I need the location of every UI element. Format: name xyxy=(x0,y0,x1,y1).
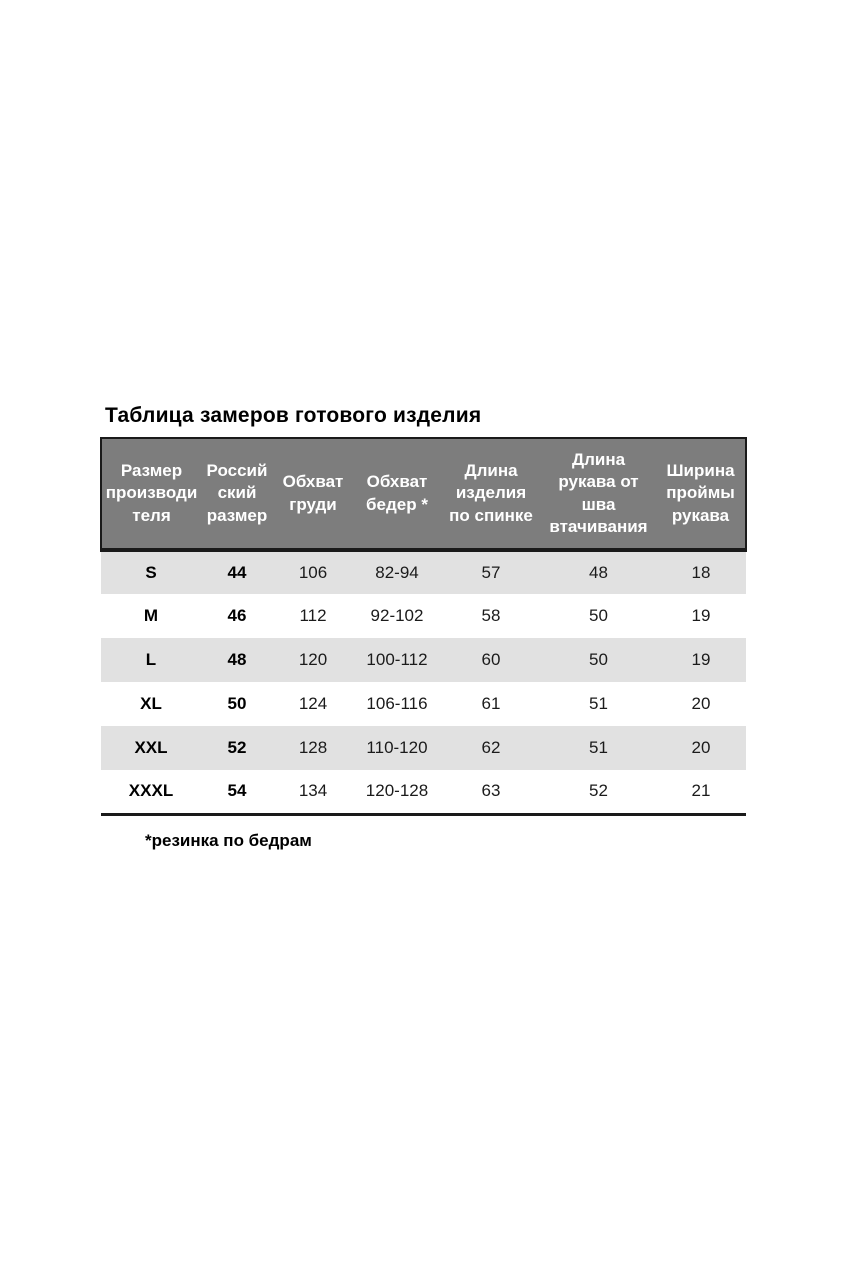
footnote: *резинка по бедрам xyxy=(145,831,312,850)
table-cell: 63 xyxy=(481,781,501,801)
table-cell: 61 xyxy=(481,694,501,713)
table-cell: 60 xyxy=(481,650,501,669)
table-cell: 110-120 xyxy=(366,738,428,757)
table-cell: 19 xyxy=(691,606,711,625)
table-cell: 128 xyxy=(298,738,328,757)
table-row-m: M 46 112 92-102 58 50 19 xyxy=(101,594,746,638)
column-header-hip-girth: Обхват бедер * xyxy=(353,437,441,552)
table-cell: 21 xyxy=(691,781,711,801)
table-cell: 124 xyxy=(298,694,328,713)
table-cell: 57 xyxy=(481,563,501,582)
table-cell: 92-102 xyxy=(370,606,424,625)
table-body: S 44 106 82-94 57 48 18 M 46 112 92-102 … xyxy=(101,550,746,814)
table-cell: 46 xyxy=(227,606,247,625)
table-header-row: Размер производителя Российский размер О… xyxy=(100,437,747,552)
table-cell: 106 xyxy=(298,563,328,582)
table-cell: 50 xyxy=(227,694,247,713)
table-cell: 62 xyxy=(481,738,501,757)
table-cell: 82-94 xyxy=(375,563,419,582)
table-cell: 20 xyxy=(691,694,711,713)
column-header-manufacturer-size: Размер производителя xyxy=(100,437,201,552)
table-cell: XXL xyxy=(134,738,168,757)
table-cell: 18 xyxy=(691,563,711,582)
table-cell: 44 xyxy=(227,563,247,582)
table-header: Размер производителя Российский размер О… xyxy=(100,437,747,552)
column-header-sleeve-length: Длина рукава от шва втачивания xyxy=(541,437,656,552)
page-title: Таблица замеров готового изделия xyxy=(105,404,482,427)
table-cell: 106-116 xyxy=(366,694,428,713)
table-row-s: S 44 106 82-94 57 48 18 xyxy=(101,550,746,594)
column-header-chest-girth: Обхват груди xyxy=(273,437,353,552)
table-cell: 51 xyxy=(589,694,608,713)
table-cell: 19 xyxy=(691,650,711,669)
table-cell: 48 xyxy=(589,563,608,582)
table-cell: L xyxy=(145,650,157,669)
table-cell: 48 xyxy=(227,650,247,669)
table-row-l: L 48 120 100-112 60 50 19 xyxy=(101,638,746,682)
column-header-armhole-width: Ширина проймы рукава xyxy=(656,437,747,552)
table-cell: 112 xyxy=(299,606,327,625)
table-cell: 52 xyxy=(227,738,247,757)
table-cell: 51 xyxy=(589,738,608,757)
table-cell: 52 xyxy=(589,781,608,801)
table-cell: XL xyxy=(140,694,162,713)
table-row-xxl: XXL 52 128 110-120 62 51 20 xyxy=(101,726,746,770)
table-cell: S xyxy=(145,563,157,582)
table-row-xl: XL 50 124 106-116 61 51 20 xyxy=(101,682,746,726)
table-cell: 100-112 xyxy=(366,650,428,669)
table-cell: 134 xyxy=(298,781,328,801)
table-row-xxxl: XXXL 54 134 120-128 63 52 21 xyxy=(101,770,746,814)
table-cell: 58 xyxy=(481,606,501,625)
table-cell: 20 xyxy=(691,738,711,757)
column-header-russian-size: Российский размер xyxy=(201,437,273,552)
size-measurements-table: Размер производителя Российский размер О… xyxy=(100,437,747,816)
table-cell: 120-128 xyxy=(365,781,429,801)
column-header-back-length: Длина изделия по спинке xyxy=(441,437,541,552)
table-cell: XXXL xyxy=(128,781,174,801)
table-cell: 120 xyxy=(298,650,328,669)
table-cell: M xyxy=(143,606,159,625)
table-cell: 50 xyxy=(589,606,608,625)
table-cell: 54 xyxy=(227,781,247,801)
table-cell: 50 xyxy=(589,650,608,669)
